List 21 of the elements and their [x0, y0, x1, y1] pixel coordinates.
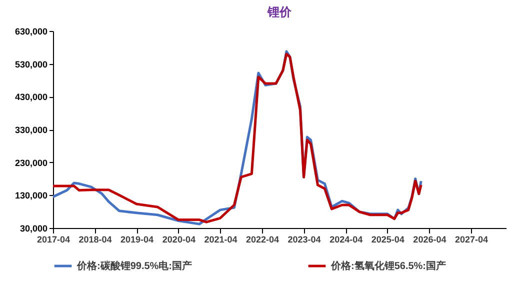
legend-label: 价格:氢氧化锂56.5%:国产	[330, 260, 446, 272]
y-tick-label: 230,000	[14, 158, 48, 168]
x-tick-label: 2023-04	[288, 234, 321, 244]
x-tick-label: 2026-04	[413, 234, 446, 244]
chart-title: 锂价	[266, 5, 292, 19]
x-tick-label: 2019-04	[120, 234, 154, 244]
legend-label: 价格:碳酸锂99.5%电:国产	[76, 260, 192, 272]
y-tick-label: 30,000	[20, 224, 48, 234]
x-tick-label: 2027-04	[454, 234, 488, 244]
y-tick-label: 430,000	[14, 92, 48, 102]
x-tick-label: 2021-04	[204, 234, 238, 244]
y-tick-label: 130,000	[14, 190, 48, 201]
y-tick-label: 530,000	[14, 59, 48, 70]
x-tick-label: 2025-04	[371, 234, 404, 244]
x-tick-label: 2017-04	[36, 234, 70, 244]
y-tick-label: 330,000	[14, 125, 48, 135]
y-tick-label: 630,000	[14, 26, 48, 36]
x-tick-label: 2024-04	[330, 234, 363, 244]
x-tick-label: 2018-04	[78, 234, 112, 244]
x-tick-label: 2020-04	[162, 234, 196, 244]
x-tick-label: 2022-04	[246, 234, 280, 244]
